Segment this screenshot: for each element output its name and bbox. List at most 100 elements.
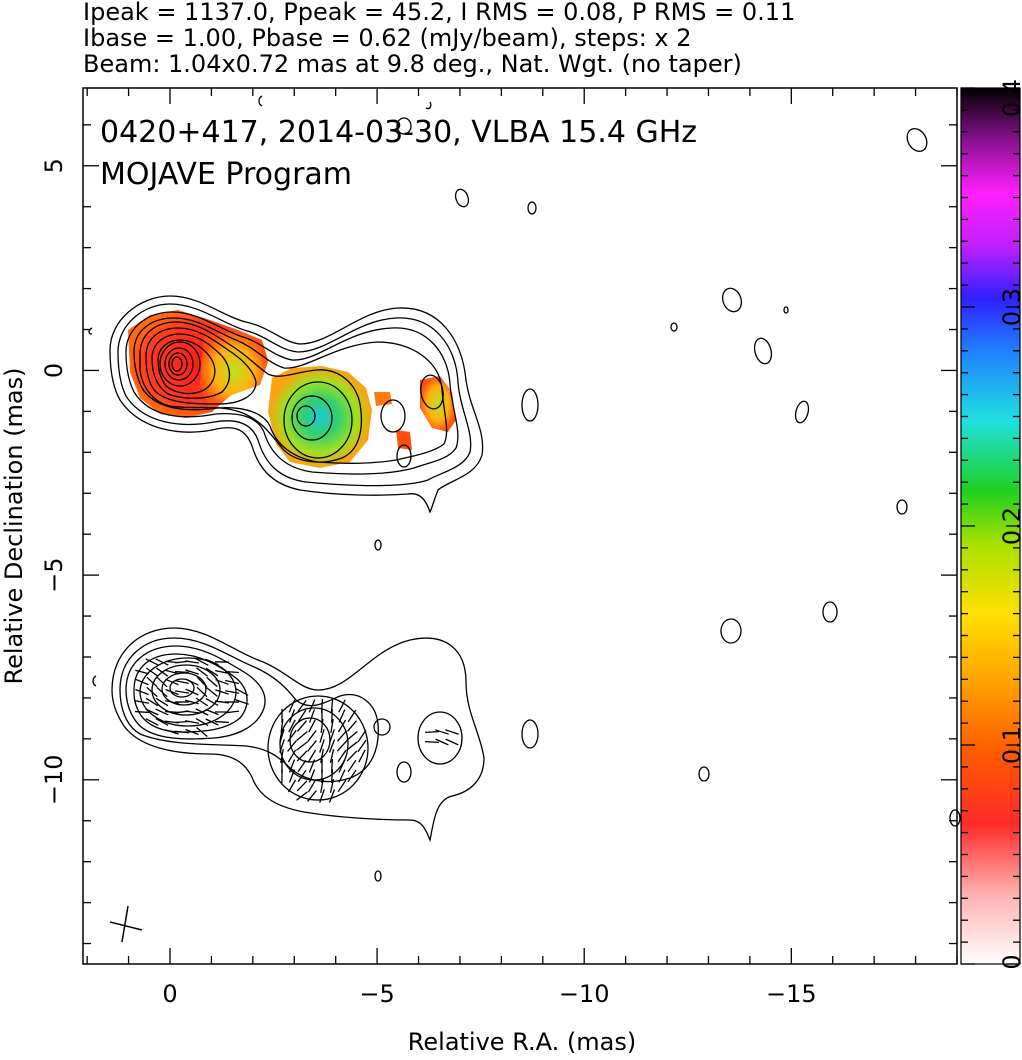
noise-contour — [396, 117, 412, 135]
plot-frame — [82, 87, 958, 965]
evpa-vector — [329, 779, 335, 793]
evpa-vector — [146, 676, 158, 688]
evpa-vector — [289, 709, 295, 723]
evpa-vector — [215, 670, 229, 674]
evpa-vector — [214, 700, 230, 704]
evpa-vector — [165, 669, 179, 675]
evpa-vector — [145, 697, 159, 707]
pol-blob-small-2 — [396, 430, 412, 450]
evpa-vector — [134, 710, 150, 714]
evpa-vector — [135, 669, 149, 675]
noise-contour — [720, 618, 742, 644]
evpa-vector — [347, 709, 357, 723]
noise-contour — [783, 306, 789, 314]
evpa-vector — [279, 729, 285, 743]
evpa-vector — [184, 720, 200, 724]
evpa-vector — [225, 679, 239, 685]
evpa-vector — [224, 670, 240, 674]
evpa-vector — [145, 708, 159, 716]
evpa-vector — [358, 749, 366, 763]
evpa-vector — [296, 720, 308, 732]
evpa-vector — [336, 740, 348, 752]
noise-contour — [425, 101, 432, 110]
evpa-vector — [328, 789, 336, 803]
lower-intensity-contours — [111, 627, 485, 843]
x-tick-label: −15 — [766, 980, 817, 1008]
header-line-2: Ibase = 1.00, Pbase = 0.62 (mJy/beam), s… — [83, 24, 692, 52]
noise-contour — [396, 761, 412, 783]
evpa-vector — [174, 670, 190, 674]
evpa-vector — [215, 689, 229, 695]
evpa-vector — [329, 749, 335, 763]
upper-contour-3 — [125, 311, 459, 475]
evpa-vector — [175, 679, 189, 685]
evpa-vector — [338, 699, 346, 713]
evpa-vector — [206, 676, 218, 688]
noise-contour — [670, 322, 678, 332]
evpa-vector — [329, 729, 335, 743]
upper-contour-11 — [168, 352, 188, 376]
evpa-vectors — [134, 658, 459, 803]
evpa-vector — [174, 690, 190, 694]
evpa-vector — [205, 698, 219, 706]
colorbar-tick-label: 0 — [998, 954, 1022, 969]
evpa-vector — [424, 740, 440, 744]
evpa-vector — [338, 759, 346, 773]
x-axis-label: Relative R.A. (mas) — [408, 1028, 636, 1056]
evpa-vector — [287, 779, 297, 793]
upper-hole-contour-1 — [380, 399, 406, 433]
evpa-vector — [205, 667, 219, 677]
evpa-vector — [165, 678, 179, 686]
evpa-vector — [196, 686, 208, 698]
evpa-vector — [205, 708, 219, 716]
noise-contour — [88, 327, 93, 335]
evpa-vector — [206, 687, 218, 697]
evpa-vector — [214, 720, 230, 724]
evpa-vector — [235, 699, 249, 705]
pol-blob-small-1 — [374, 392, 392, 406]
evpa-vector — [338, 769, 346, 783]
evpa-vector — [320, 718, 324, 734]
evpa-vector — [347, 759, 357, 773]
evpa-vector — [155, 667, 169, 677]
evpa-vector — [308, 709, 316, 723]
evpa-vector — [319, 729, 325, 743]
evpa-vector — [330, 768, 334, 784]
evpa-vector — [308, 699, 316, 713]
evpa-vector — [155, 658, 169, 666]
noise-contour — [521, 388, 539, 422]
upper-contour-outer — [109, 295, 484, 514]
evpa-vector — [296, 731, 308, 741]
evpa-vector — [165, 688, 179, 696]
evpa-vector — [288, 699, 296, 713]
evpa-vector — [307, 779, 317, 793]
evpa-vector — [155, 708, 169, 716]
evpa-vector — [196, 676, 208, 688]
program-annotation: MOJAVE Program — [100, 157, 352, 192]
noise-contour — [721, 287, 743, 313]
evpa-vector — [185, 669, 199, 675]
noise-contour — [906, 128, 928, 152]
evpa-vector — [156, 686, 168, 698]
axis-ticks: 0 −5 −10 −15 5 0 −5 −10 — [40, 88, 958, 1008]
evpa-vector — [296, 741, 308, 751]
evpa-vector — [445, 729, 459, 735]
evpa-vector — [279, 739, 285, 753]
evpa-vector — [296, 791, 308, 801]
evpa-vector — [336, 730, 348, 742]
evpa-vector — [174, 730, 190, 734]
evpa-vector — [307, 749, 317, 763]
noise-contour — [374, 539, 382, 551]
evpa-vector — [445, 738, 459, 746]
evpa-vector — [320, 778, 324, 794]
evpa-vector — [184, 660, 200, 664]
pol-blob-outer — [420, 376, 456, 432]
upper-hole-contour-2 — [396, 444, 412, 468]
evpa-vector — [330, 718, 334, 734]
noise-contour — [258, 95, 263, 107]
evpa-vector — [347, 769, 357, 783]
colorbar-tick-label: 0.4 — [998, 79, 1022, 117]
x-tick-label: −10 — [559, 980, 610, 1008]
evpa-vector — [215, 679, 229, 685]
